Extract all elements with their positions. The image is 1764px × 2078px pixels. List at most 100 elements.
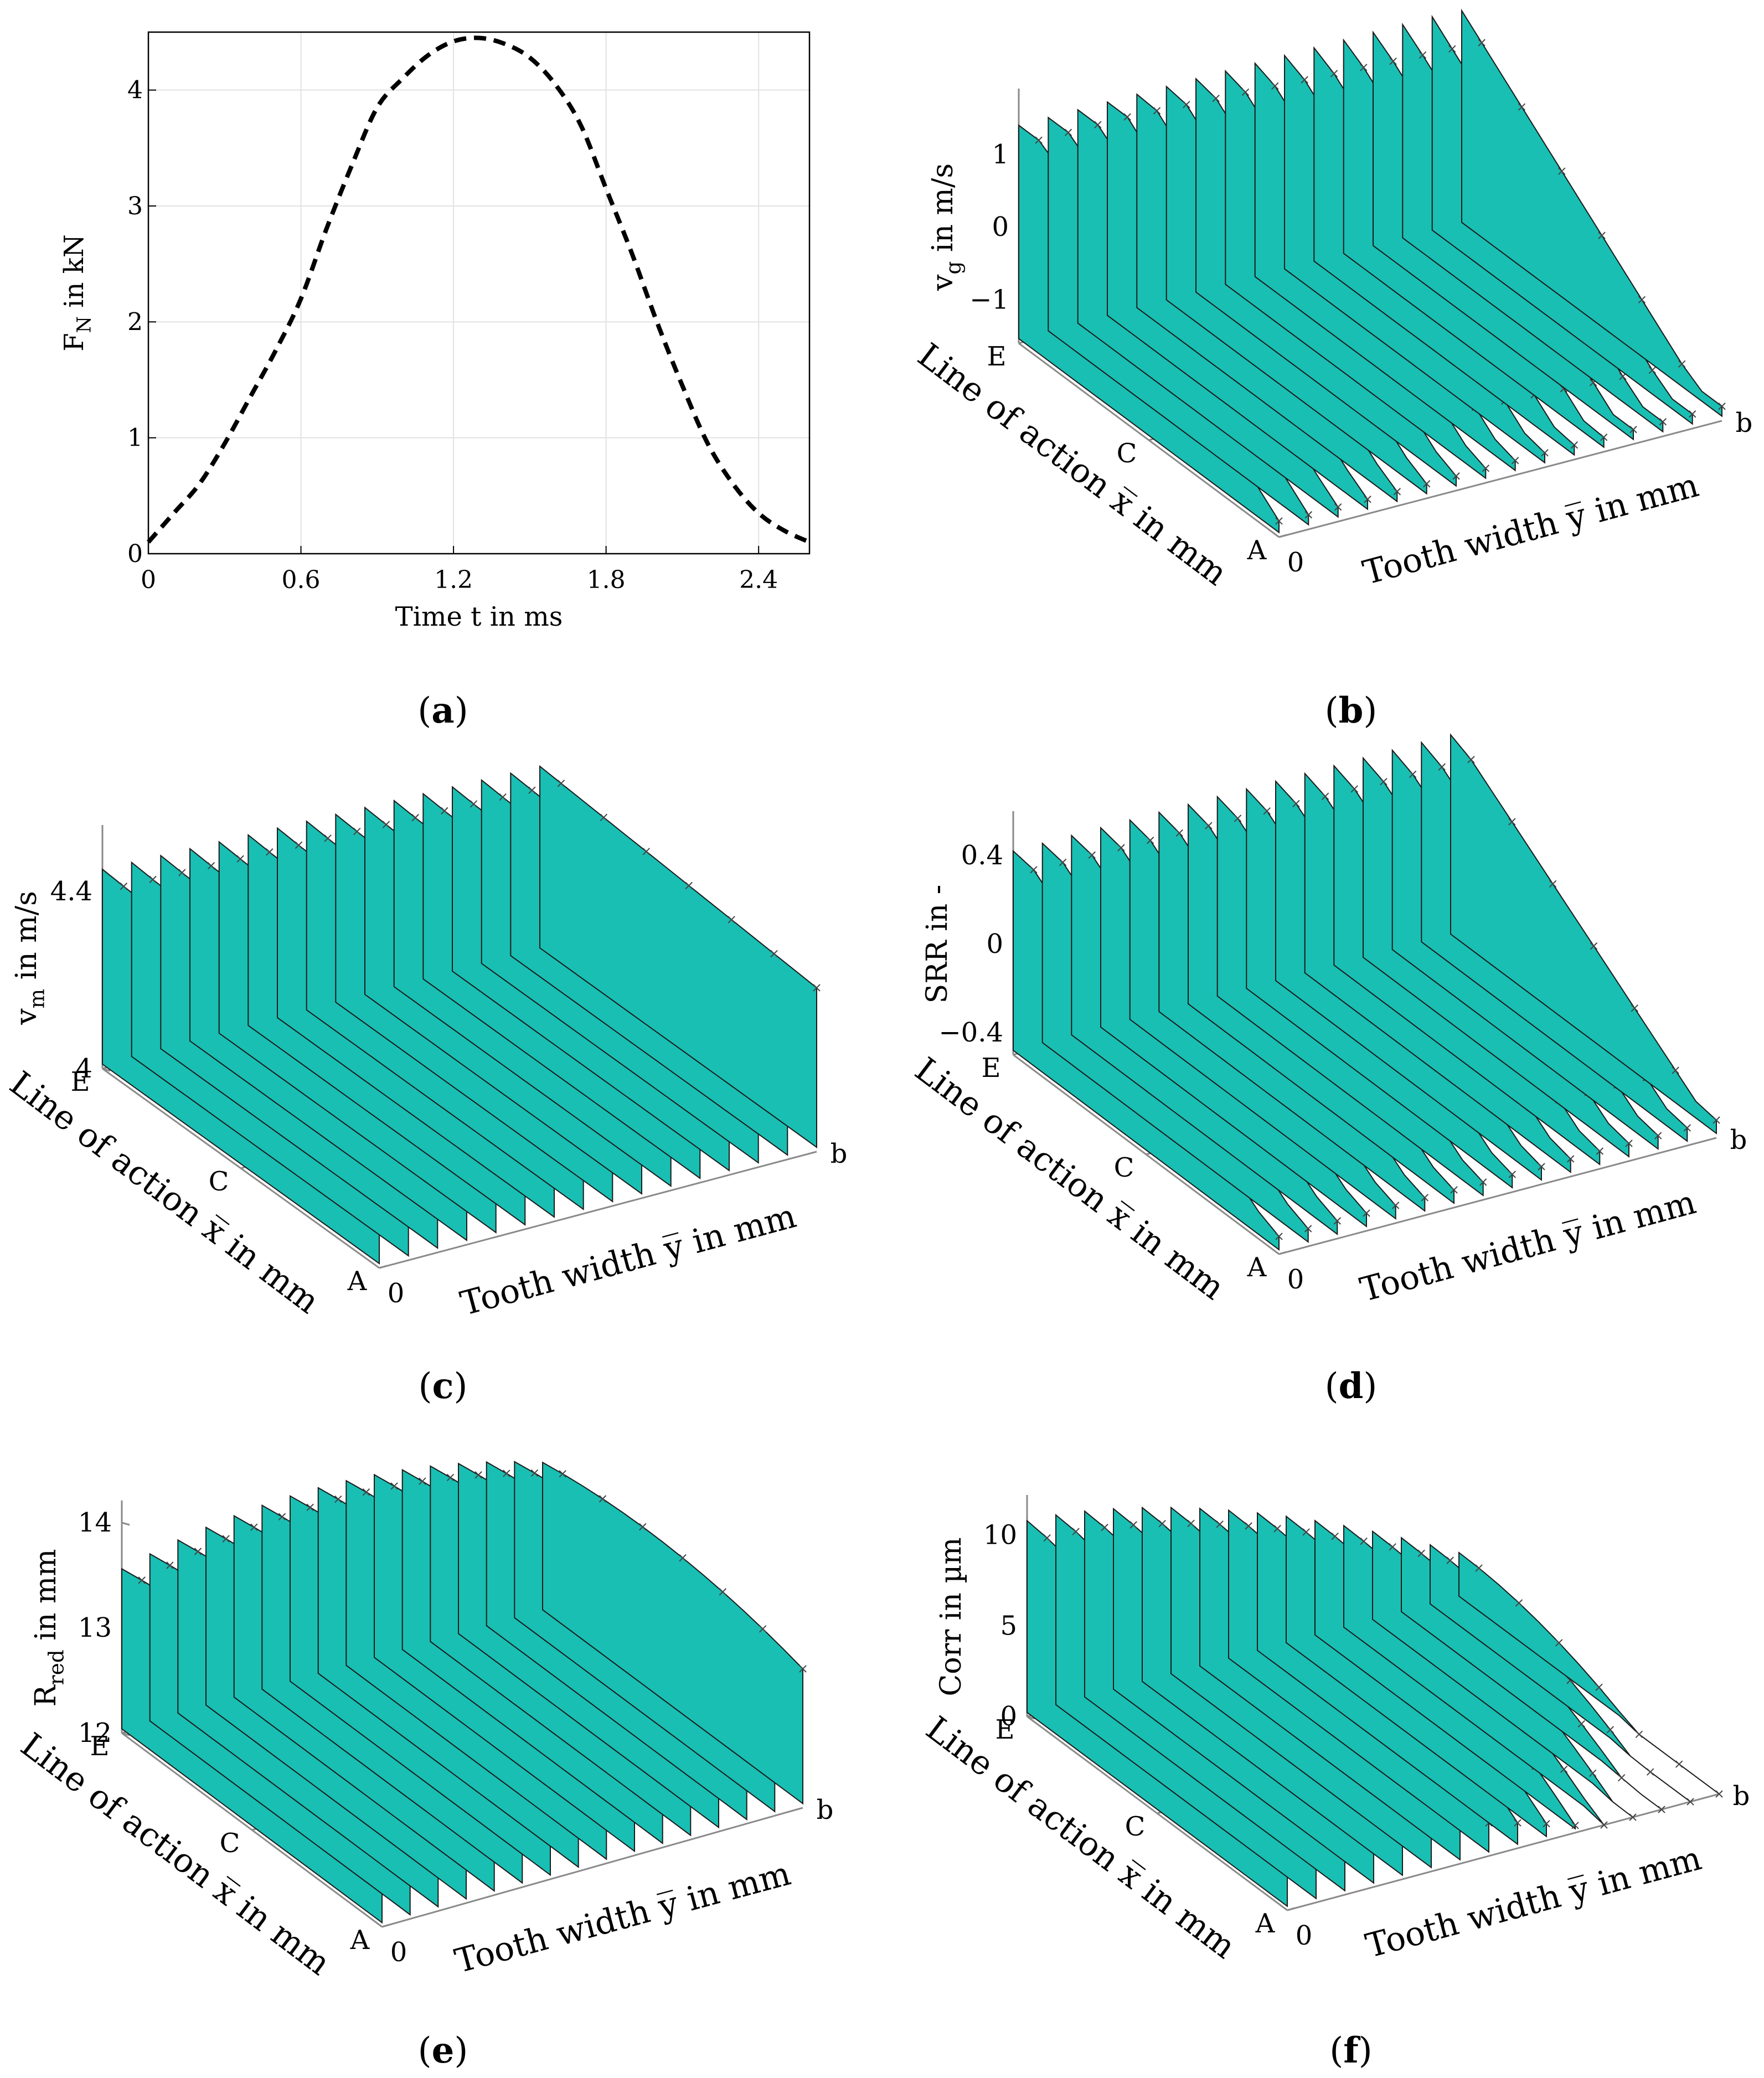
z-tick-label: 1 — [992, 139, 1009, 170]
z-tick-label: 0.4 — [961, 840, 1003, 871]
data-point-marker — [1030, 866, 1038, 874]
data-point-marker — [166, 1561, 174, 1569]
x-tick-label: E — [995, 1714, 1014, 1745]
y-axis-label: Tooth width y̅ in mm — [451, 1854, 795, 1981]
data-point-marker — [1393, 488, 1401, 496]
data-point-marker — [1675, 1760, 1683, 1768]
data-point-marker — [138, 1576, 146, 1584]
data-point-marker — [1635, 1730, 1643, 1739]
y-axis-label: Tooth width y̅ in mm — [456, 1197, 800, 1323]
data-point-marker — [278, 1513, 286, 1520]
data-point-marker — [1467, 756, 1475, 764]
z-tick-label: 0 — [1000, 1701, 1017, 1732]
data-point-marker — [236, 855, 244, 863]
data-point-marker — [1478, 39, 1486, 47]
data-point-marker — [1129, 1521, 1137, 1529]
x-tick-label: E — [90, 1731, 109, 1762]
x-tick-label: 2.4 — [739, 566, 778, 594]
z-axis-label: vm in m/s — [10, 891, 49, 1025]
data-point-marker — [474, 1471, 482, 1479]
data-point-marker — [441, 807, 448, 815]
y-axis-label: Tooth width y̅ in mm — [1359, 466, 1703, 592]
surface-ribbon — [1458, 1551, 1720, 1795]
data-point-marker — [178, 869, 186, 876]
y-axis-line — [381, 1807, 803, 1928]
data-point-marker — [1333, 1217, 1342, 1225]
data-point-marker — [559, 1470, 566, 1478]
data-point-marker — [1334, 503, 1342, 511]
panel-a: 0 0.6 1.2 1.8 2.4 0 1 2 3 4 Time t in ms FN in kN (a… — [59, 31, 811, 731]
plot-area — [148, 32, 809, 554]
data-point-marker — [1625, 1139, 1633, 1147]
data-point-marker — [813, 984, 821, 992]
caption-f: (f) — [1329, 2030, 1372, 2071]
data-point-marker — [1212, 94, 1220, 102]
data-point-marker — [1571, 1822, 1579, 1829]
x-tick — [1278, 1251, 1287, 1255]
y-axis-label: Tooth width y̅ in mm — [1356, 1183, 1700, 1309]
data-point-marker — [194, 1548, 202, 1555]
data-point-marker — [1275, 1233, 1283, 1240]
data-point-marker — [1514, 1819, 1521, 1827]
data-point-marker — [1275, 517, 1283, 525]
data-point-marker — [642, 848, 651, 855]
x-axis-label: Time t in ms — [395, 601, 563, 632]
data-point-marker — [222, 1535, 230, 1543]
data-point-marker — [149, 875, 157, 884]
data-point-marker — [1475, 1564, 1483, 1572]
data-point-marker — [1713, 1116, 1720, 1124]
data-point-marker — [390, 1482, 398, 1490]
data-point-marker — [1595, 1683, 1603, 1692]
data-point-marker — [446, 1473, 455, 1482]
y-tick-label: b — [831, 1138, 848, 1169]
data-point-marker — [639, 1523, 647, 1531]
surface-ribbon — [542, 1461, 803, 1805]
z-tick-label: 12 — [78, 1718, 112, 1749]
y-tick-label: 0 — [1296, 1920, 1313, 1951]
data-point-marker — [1059, 858, 1067, 867]
z-tick-label: 0 — [992, 212, 1009, 243]
y-tick-label: b — [1730, 1125, 1747, 1156]
data-point-marker — [1683, 1124, 1691, 1132]
data-point-marker — [1541, 449, 1549, 457]
data-point-marker — [1088, 851, 1096, 859]
data-point-marker — [1035, 136, 1043, 144]
data-point-marker — [1094, 121, 1102, 128]
x-tick — [1278, 534, 1287, 538]
x-tick-label: A — [350, 1925, 370, 1956]
data-point-marker — [599, 1495, 607, 1503]
x-tick-label: C — [209, 1166, 229, 1197]
data-point-marker — [1271, 82, 1279, 90]
data-point-marker — [1216, 1520, 1224, 1528]
y-tick-label: 0 — [390, 1937, 408, 1968]
surface-ribbon — [1461, 8, 1722, 417]
y-tick-label: 4 — [127, 76, 143, 105]
data-point-marker — [334, 1495, 342, 1503]
data-point-marker — [1508, 1171, 1517, 1178]
data-point-marker — [1508, 818, 1516, 826]
z-axis-label: Corr in µm — [935, 1537, 968, 1696]
x-tick-label: 1.8 — [587, 566, 626, 594]
data-point-marker — [1646, 1768, 1654, 1776]
data-point-marker — [1629, 1813, 1637, 1821]
data-point-marker — [1205, 822, 1213, 829]
plot-frame — [147, 31, 811, 555]
data-point-marker — [1245, 1522, 1252, 1530]
data-point-marker — [1117, 844, 1125, 852]
surface-ribbon — [539, 765, 817, 1148]
y-axis-line — [379, 1151, 817, 1269]
data-point-marker — [1363, 1209, 1370, 1217]
y-tick-label: 2 — [127, 308, 143, 336]
data-point-marker — [1688, 410, 1696, 418]
data-point-marker — [1718, 403, 1726, 410]
data-point-marker — [1638, 296, 1646, 303]
x-tick-label: A — [1247, 535, 1267, 566]
data-point-marker — [1321, 792, 1329, 800]
data-point-marker — [1658, 1806, 1665, 1813]
z-tick — [121, 1522, 130, 1526]
y-tick-label: 0 — [127, 540, 143, 568]
data-point-marker — [1175, 829, 1183, 837]
